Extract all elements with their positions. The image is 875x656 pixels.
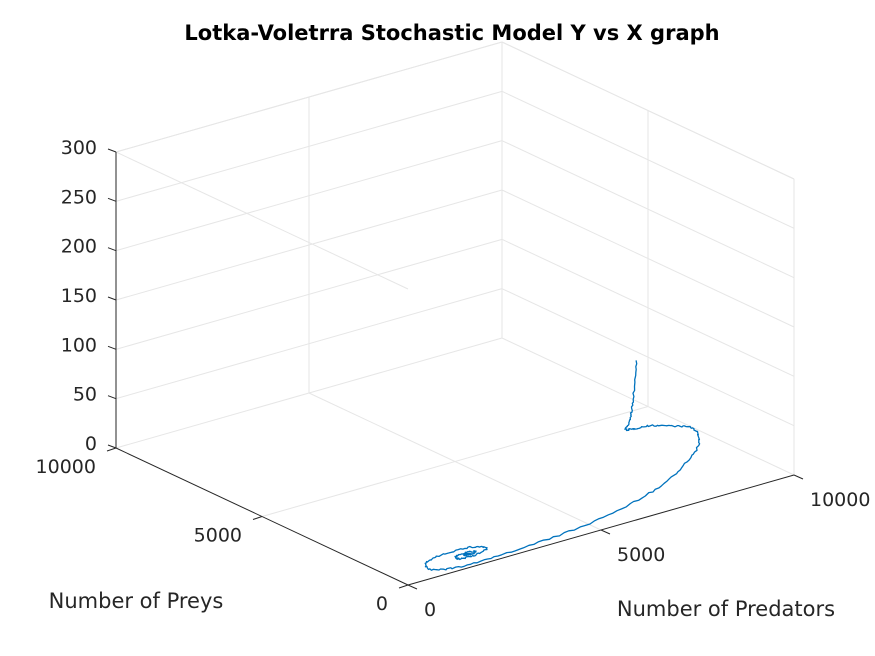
x-tick-mark [600,529,611,535]
z-tick-label: 300 [61,137,97,159]
gridlines [115,41,795,531]
z-tick-label: 250 [61,186,97,208]
z-tick-label: 0 [85,433,97,455]
z-tick-mark [107,197,117,202]
y-axis-label: Number of Preys [49,589,224,613]
x-axis-label: Number of Predators [617,597,835,621]
z-tick-label: 50 [73,384,97,406]
x-tick-mark [407,584,418,590]
z-tick-label: 200 [61,236,97,258]
x-tick-label: 0 [424,599,436,621]
gridline [115,151,409,290]
y-axis-ticks: 0 5000 10000 [36,447,409,615]
x-tick-mark [793,474,804,480]
z-tick-mark [107,345,117,350]
z-tick-mark [107,148,117,153]
axes [115,152,795,586]
trajectory-line [424,360,701,571]
y-tick-mark [398,584,409,589]
z-tick-label: 150 [61,285,97,307]
y-tick-mark [106,447,117,452]
y-tick-label: 5000 [194,525,242,547]
x-tick-label: 10000 [810,489,870,511]
y-tick-label: 0 [376,593,388,615]
y-tick-label: 10000 [36,456,96,478]
z-tick-label: 100 [61,334,97,356]
z-tick-mark [107,296,117,301]
y-tick-mark [252,516,263,520]
x-tick-label: 5000 [617,544,665,566]
chart-title: Lotka-Voletrra Stochastic Model Y vs X g… [184,21,719,45]
z-axis-ticks: 0 50 100 150 200 250 300 [61,137,117,455]
z-tick-mark [107,395,117,400]
x-axis-ticks: 0 5000 10000 [407,474,870,621]
gridline [261,406,649,517]
z-tick-mark [107,444,117,449]
z-tick-mark [107,247,117,252]
